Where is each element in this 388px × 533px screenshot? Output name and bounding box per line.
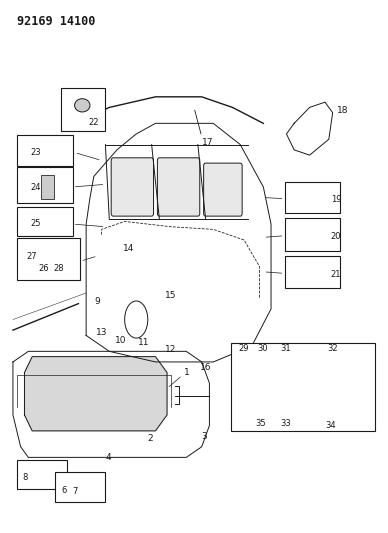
Bar (284, 182, 340, 214)
FancyBboxPatch shape (158, 158, 200, 216)
Text: 28: 28 (54, 264, 64, 273)
Text: 19: 19 (331, 195, 341, 204)
Text: 18: 18 (336, 106, 348, 115)
Circle shape (234, 375, 265, 418)
Text: 11: 11 (138, 338, 150, 347)
Text: 5: 5 (82, 472, 88, 481)
Text: 22: 22 (88, 118, 99, 127)
Text: 1: 1 (184, 368, 190, 377)
Bar (17, 460, 67, 489)
Text: 27: 27 (26, 252, 37, 261)
Text: 4: 4 (106, 453, 111, 462)
Text: 16: 16 (200, 363, 211, 372)
Bar (284, 256, 340, 288)
Text: 29: 29 (238, 344, 249, 353)
Circle shape (317, 403, 326, 416)
Text: 3: 3 (202, 432, 208, 441)
Text: 17: 17 (202, 138, 213, 147)
Bar (17, 238, 80, 280)
FancyBboxPatch shape (41, 175, 54, 199)
Text: 21: 21 (331, 270, 341, 279)
FancyBboxPatch shape (329, 367, 356, 394)
Text: 26: 26 (38, 264, 48, 273)
Text: 10: 10 (115, 336, 126, 345)
Text: 7: 7 (73, 488, 78, 497)
Bar (61, 88, 106, 131)
Circle shape (240, 383, 260, 410)
Text: 34: 34 (325, 421, 336, 430)
Text: 33: 33 (281, 418, 291, 427)
Bar (17, 135, 73, 166)
Text: 35: 35 (256, 418, 266, 427)
Text: 25: 25 (30, 219, 41, 228)
Text: 6: 6 (61, 486, 66, 495)
Bar (284, 217, 340, 251)
Text: 9: 9 (95, 297, 100, 305)
Text: 2: 2 (148, 434, 153, 443)
Text: 32: 32 (327, 344, 338, 353)
Text: 14: 14 (123, 244, 134, 253)
Ellipse shape (74, 99, 90, 112)
Text: 24: 24 (30, 183, 41, 192)
Bar (17, 167, 73, 203)
Ellipse shape (125, 301, 148, 338)
Text: 20: 20 (331, 232, 341, 241)
Bar (17, 207, 73, 236)
Bar (55, 472, 106, 503)
Polygon shape (24, 357, 167, 431)
Text: 23: 23 (30, 148, 41, 157)
Text: 12: 12 (165, 345, 177, 354)
FancyBboxPatch shape (111, 158, 154, 216)
Text: 13: 13 (96, 328, 107, 337)
Text: 8: 8 (23, 473, 28, 482)
Text: 31: 31 (281, 344, 291, 353)
Bar (230, 343, 375, 431)
FancyBboxPatch shape (204, 163, 242, 216)
Text: 30: 30 (258, 344, 268, 353)
Text: 15: 15 (165, 292, 177, 300)
Text: 92169 14100: 92169 14100 (17, 14, 95, 28)
